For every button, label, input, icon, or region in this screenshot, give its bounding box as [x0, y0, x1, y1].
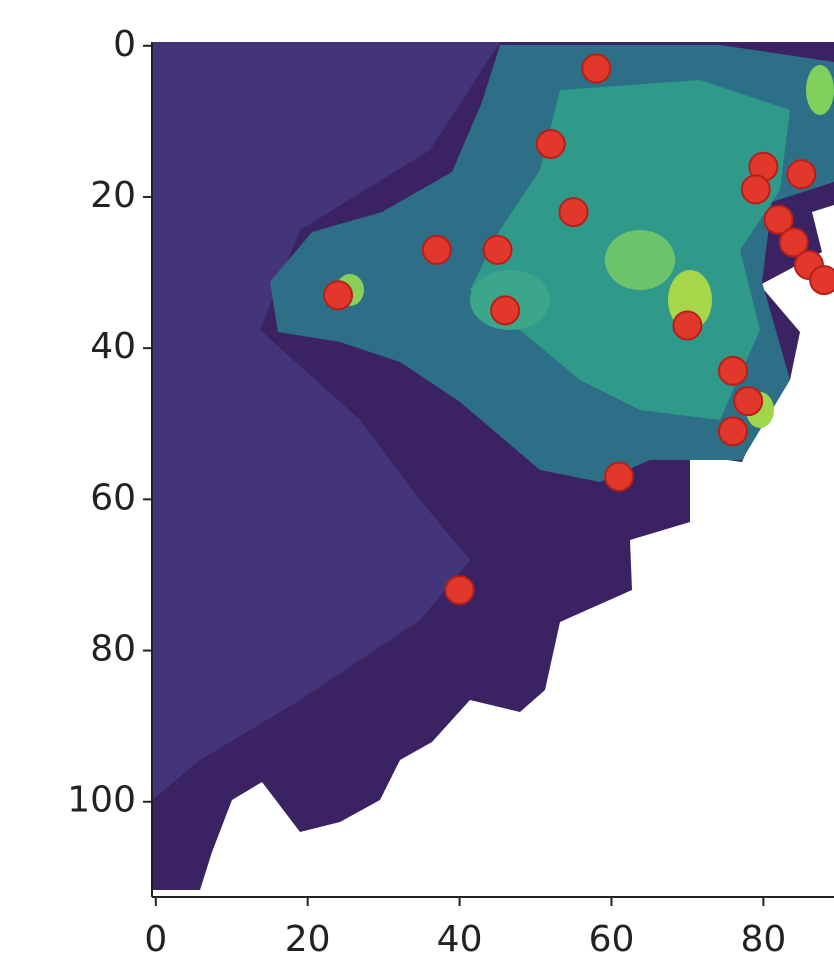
marker	[581, 53, 612, 84]
y-tick-label: 20	[90, 175, 136, 216]
marker	[558, 197, 589, 228]
marker	[323, 280, 354, 311]
marker	[809, 265, 834, 296]
marker	[535, 129, 566, 160]
x-tick-label: 40	[437, 919, 483, 960]
y-tick-label: 100	[67, 780, 136, 821]
y-tick-label: 40	[90, 326, 136, 367]
x-tick-label: 80	[740, 919, 786, 960]
marker	[733, 386, 764, 417]
marker	[717, 355, 748, 386]
marker	[604, 461, 635, 492]
x-tick-label: 0	[144, 919, 167, 960]
y-tick-label: 60	[90, 477, 136, 518]
marker	[672, 310, 703, 341]
marker	[740, 174, 771, 205]
marker	[444, 575, 475, 606]
marker	[717, 416, 748, 447]
marker	[778, 227, 809, 258]
x-tick-label: 60	[589, 919, 635, 960]
marker	[490, 295, 521, 326]
y-tick-label: 0	[113, 24, 136, 65]
marker	[786, 159, 817, 190]
marker	[421, 234, 452, 265]
marker	[482, 234, 513, 265]
x-tick-label: 20	[285, 919, 331, 960]
marker	[763, 204, 794, 235]
heatmap-image	[152, 42, 834, 890]
y-tick-label: 80	[90, 629, 136, 670]
